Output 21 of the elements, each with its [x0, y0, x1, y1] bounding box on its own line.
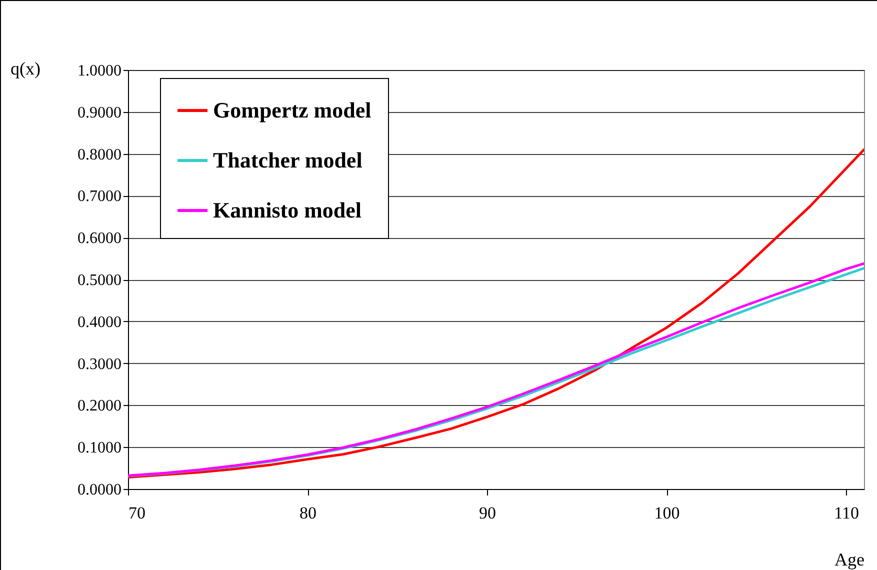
y-tick-label: 0.8000 [78, 146, 122, 164]
x-tick-label: 80 [300, 504, 317, 522]
y-tick-label: 0.9000 [78, 104, 122, 122]
legend-label: Kannisto model [213, 198, 362, 222]
y-tick-label: 0.4000 [78, 314, 122, 331]
x-tick-label: 70 [128, 504, 146, 522]
x-tick-label: 110 [834, 504, 859, 522]
y-tick-label: 0.1000 [78, 440, 122, 457]
x-axis-title: Age [834, 550, 864, 570]
x-tick-label: 90 [479, 504, 496, 522]
y-tick-label: 0.7000 [78, 188, 122, 206]
y-tick-label: 0.5000 [78, 272, 122, 289]
x-tick-label: 100 [654, 504, 680, 522]
y-axis-title: q(x) [10, 58, 40, 78]
y-tick-label: 0.3000 [78, 356, 122, 373]
y-tick-label: 0.2000 [78, 398, 122, 415]
y-tick-label: 1.0000 [78, 62, 122, 80]
legend-label: Thatcher model [213, 148, 362, 172]
legend-label: Gompertz model [213, 98, 372, 122]
y-tick-label: 0.6000 [78, 230, 122, 248]
y-tick-label: 0.0000 [78, 482, 122, 498]
